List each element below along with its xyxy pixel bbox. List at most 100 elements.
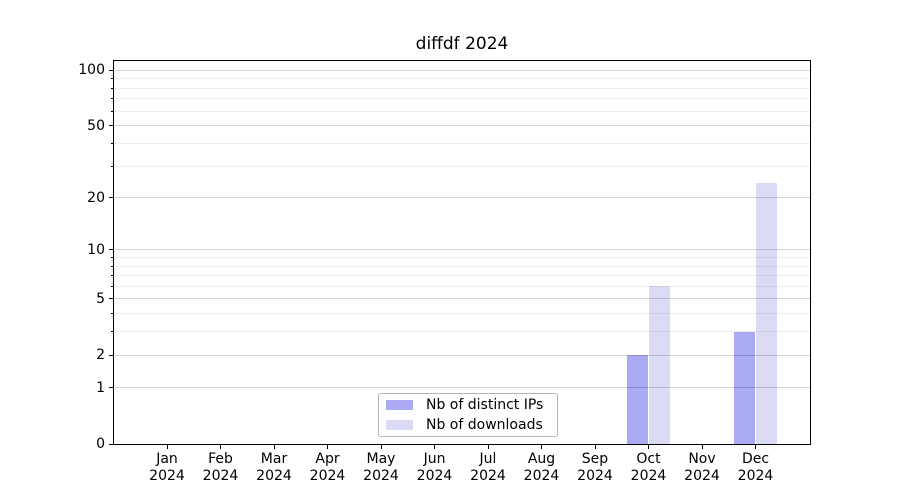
ytick-label-2: 2 — [96, 347, 105, 364]
xtick-month-jun: Jun — [423, 451, 446, 467]
ytick-minor-mark-8 — [110, 265, 113, 267]
ytick-mark-1 — [109, 387, 113, 389]
xtick-label-nov: Nov 2024 — [667, 451, 737, 485]
gridline-major-50 — [114, 125, 810, 127]
ytick-minor-mark-4 — [110, 313, 113, 315]
legend-label-nb-of-distinct-ips: Nb of distinct IPs — [426, 397, 544, 413]
xtick-label-jul: Jul 2024 — [453, 451, 523, 485]
ytick-minor-mark-7 — [110, 275, 113, 277]
xtick-label-sep: Sep 2024 — [560, 451, 630, 485]
ytick-label-10: 10 — [87, 241, 105, 258]
xtick-year-sep: 2024 — [577, 468, 613, 484]
ytick-minor-mark-70 — [110, 98, 113, 100]
xtick-month-nov: Nov — [688, 451, 716, 467]
legend-swatch-nb-of-downloads — [386, 420, 413, 430]
ytick-mark-0 — [109, 443, 113, 445]
ytick-label-0: 0 — [96, 436, 105, 452]
xtick-year-mar: 2024 — [256, 468, 292, 484]
ytick-label-50: 50 — [87, 117, 105, 134]
ytick-minor-mark-6 — [110, 285, 113, 287]
xtick-label-mar: Mar 2024 — [239, 451, 309, 485]
ytick-label-5: 5 — [96, 290, 105, 307]
xtick-mark-sep — [594, 445, 596, 449]
xtick-label-oct: Oct 2024 — [614, 451, 684, 485]
xtick-year-oct: 2024 — [630, 468, 667, 484]
bar-oct-nb-of-distinct-ips — [627, 355, 649, 444]
xtick-mark-oct — [648, 445, 649, 449]
xtick-year-nov: 2024 — [684, 468, 720, 484]
ytick-minor-mark-30 — [110, 165, 113, 167]
gridline-minor-40 — [114, 142, 810, 144]
xtick-month-dec: Dec — [741, 451, 770, 467]
ytick-minor-mark-80 — [110, 87, 113, 89]
xtick-month-mar: Mar — [260, 451, 288, 467]
legend-swatch-nb-of-distinct-ips — [386, 400, 413, 410]
xtick-mark-apr — [327, 445, 328, 449]
xtick-year-jan: 2024 — [149, 468, 185, 484]
xtick-label-apr: Apr 2024 — [293, 451, 363, 485]
xtick-month-may: May — [366, 451, 396, 467]
xtick-mark-dec — [755, 445, 756, 449]
bar-oct-nb-of-downloads — [648, 286, 670, 444]
ytick-mark-10 — [109, 249, 113, 251]
gridline-minor-4 — [114, 313, 810, 315]
plot-area — [113, 60, 811, 445]
xtick-mark-jun — [434, 445, 435, 449]
chart-title: diffdf 2024 — [415, 34, 509, 54]
ytick-mark-5 — [109, 298, 113, 300]
ytick-label-100: 100 — [78, 62, 105, 79]
xtick-month-apr: Apr — [315, 451, 340, 467]
xtick-mark-jan — [166, 445, 168, 449]
xtick-year-apr: 2024 — [309, 468, 346, 484]
xtick-year-aug: 2024 — [523, 468, 560, 484]
xtick-label-may: May 2024 — [346, 451, 416, 485]
xtick-label-feb: Feb 2024 — [186, 451, 256, 485]
ytick-mark-50 — [109, 125, 113, 127]
ytick-minor-mark-3 — [110, 331, 113, 333]
xtick-year-jun: 2024 — [416, 468, 453, 484]
xtick-year-dec: 2024 — [737, 468, 774, 484]
gridline-minor-90 — [114, 78, 810, 80]
legend-label-nb-of-downloads: Nb of downloads — [426, 417, 543, 433]
ytick-minor-mark-9 — [110, 257, 113, 259]
gridline-major-100 — [114, 69, 810, 71]
xtick-mark-jul — [487, 445, 489, 449]
xtick-label-jun: Jun 2024 — [400, 451, 470, 485]
bar-dec-nb-of-downloads — [755, 183, 777, 444]
xtick-month-feb: Feb — [208, 451, 233, 467]
xtick-label-aug: Aug 2024 — [507, 451, 577, 485]
gridline-minor-7 — [114, 275, 810, 277]
gridline-major-10 — [114, 249, 810, 251]
xtick-year-may: 2024 — [363, 468, 399, 484]
gridline-minor-30 — [114, 165, 810, 167]
gridline-minor-70 — [114, 98, 810, 100]
ytick-mark-2 — [109, 354, 113, 356]
gridline-minor-6 — [114, 285, 810, 287]
xtick-mark-nov — [701, 445, 703, 449]
xtick-month-jul: Jul — [479, 451, 497, 467]
legend-row-nb-of-downloads: Nb of downloads — [386, 415, 557, 435]
gridline-major-5 — [114, 298, 810, 300]
ytick-mark-20 — [109, 197, 113, 199]
gridline-minor-9 — [114, 257, 810, 259]
xtick-month-sep: Sep — [581, 451, 609, 467]
gridline-major-1 — [114, 387, 810, 389]
bar-dec-nb-of-distinct-ips — [734, 331, 756, 444]
xtick-mark-mar — [273, 445, 275, 449]
ytick-mark-100 — [109, 69, 113, 71]
ytick-minor-mark-60 — [110, 110, 113, 112]
gridline-minor-8 — [114, 265, 810, 267]
gridline-major-20 — [114, 197, 810, 199]
gridline-minor-80 — [114, 87, 810, 89]
xtick-label-dec: Dec 2024 — [721, 451, 791, 485]
xtick-label-jan: Jan 2024 — [132, 451, 202, 485]
xtick-mark-aug — [541, 445, 542, 449]
ytick-minor-mark-90 — [110, 78, 113, 80]
gridline-minor-3 — [114, 331, 810, 333]
xtick-mark-may — [380, 445, 382, 449]
gridline-major-2 — [114, 354, 810, 356]
gridline-minor-60 — [114, 110, 810, 112]
xtick-month-jan: Jan — [156, 451, 178, 467]
xtick-month-aug: Aug — [527, 451, 556, 467]
